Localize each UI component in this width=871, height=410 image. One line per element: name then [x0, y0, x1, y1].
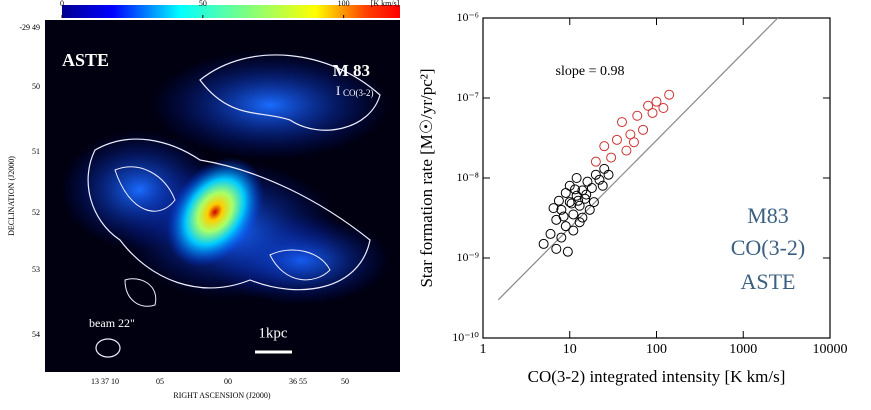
y-axis-label: DECLINATION (J2000): [7, 156, 16, 236]
point: [611, 134, 622, 145]
point: [586, 182, 597, 193]
y-tick-label: 10⁻⁸: [456, 170, 479, 184]
point: [581, 189, 592, 200]
point: [651, 96, 662, 107]
y-tick-label: 51: [32, 147, 40, 156]
point: [616, 117, 627, 128]
point: [548, 203, 559, 214]
point: [556, 232, 567, 243]
y-tick-label: 53: [32, 265, 40, 274]
point: [628, 137, 639, 148]
point: [556, 204, 567, 215]
colorbar-tick-label: 100: [338, 0, 350, 8]
map-annotation: CO(3-2): [343, 88, 374, 98]
x-axis-label: CO(3-2) integrated intensity [K km/s]: [528, 367, 786, 386]
point: [638, 124, 649, 135]
point: [562, 246, 573, 257]
point: [560, 221, 571, 232]
x-tick-label: 05: [156, 377, 164, 386]
point: [582, 176, 593, 187]
y-tick-label: 10⁻⁶: [456, 10, 479, 24]
point: [603, 169, 614, 180]
annotation: slope = 0.98: [556, 64, 625, 79]
fit-line: [497, 17, 779, 301]
point: [577, 212, 588, 223]
point: [632, 110, 643, 121]
x-tick-label: 00: [224, 377, 232, 386]
point: [568, 209, 579, 220]
panel-label: M83: [747, 203, 789, 228]
point: [551, 243, 562, 254]
colorbar-tick-label: 0: [60, 0, 64, 8]
point: [599, 163, 610, 174]
colorbar-tick-label: 50: [199, 0, 207, 8]
map-image: [45, 20, 400, 372]
point: [588, 197, 599, 208]
point: [606, 152, 617, 163]
y-tick-label: 10⁻¹⁰: [452, 330, 479, 344]
point: [590, 156, 601, 167]
x-tick-label: 36 55: [289, 377, 307, 386]
y-tick-label: -29 49: [19, 23, 40, 32]
point: [664, 89, 675, 100]
x-tick-label: 13 37 10: [91, 377, 119, 386]
y-tick-label: 10⁻⁹: [456, 250, 479, 264]
y-tick-label: 52: [32, 208, 40, 217]
y-axis-label: Star formation rate [M☉/yr/pc²]: [417, 68, 436, 287]
map-annotation: I: [336, 83, 340, 98]
colorbar-label: [K km/s]: [371, 0, 400, 8]
y-tick-label: 50: [32, 82, 40, 91]
panel-label: CO(3-2): [731, 235, 806, 260]
point: [584, 204, 595, 215]
point: [553, 195, 564, 206]
map-annotation: beam 22": [89, 316, 135, 330]
point: [558, 211, 569, 222]
point: [621, 145, 632, 156]
panel-label: ASTE: [741, 269, 796, 294]
point: [658, 102, 669, 113]
x-tick-label: 100: [646, 342, 667, 357]
point: [545, 228, 556, 239]
x-axis-label: RIGHT ASCENSION (J2000): [173, 391, 271, 400]
colorbar: [62, 5, 400, 18]
point: [566, 198, 577, 209]
y-tick-label: 54: [32, 330, 40, 339]
map-annotation: ASTE: [62, 50, 109, 70]
point: [571, 173, 582, 183]
point: [570, 184, 581, 195]
point: [538, 238, 549, 249]
point: [580, 193, 591, 204]
x-tick-label: 10000: [813, 342, 848, 357]
x-tick-label: 1: [480, 342, 487, 357]
map-annotation: 1kpc: [258, 325, 288, 341]
point: [594, 174, 605, 185]
point: [647, 107, 658, 118]
point: [568, 225, 579, 236]
point: [573, 195, 584, 206]
point: [590, 169, 601, 180]
point: [597, 180, 608, 191]
x-tick-label: 1000: [729, 342, 757, 357]
point: [564, 180, 575, 191]
x-tick-label: 50: [341, 377, 349, 386]
point: [643, 100, 654, 111]
map-annotation: M 83: [333, 61, 370, 80]
y-tick-label: 10⁻⁷: [456, 90, 479, 104]
x-tick-label: 10: [563, 342, 577, 357]
point: [599, 141, 610, 152]
